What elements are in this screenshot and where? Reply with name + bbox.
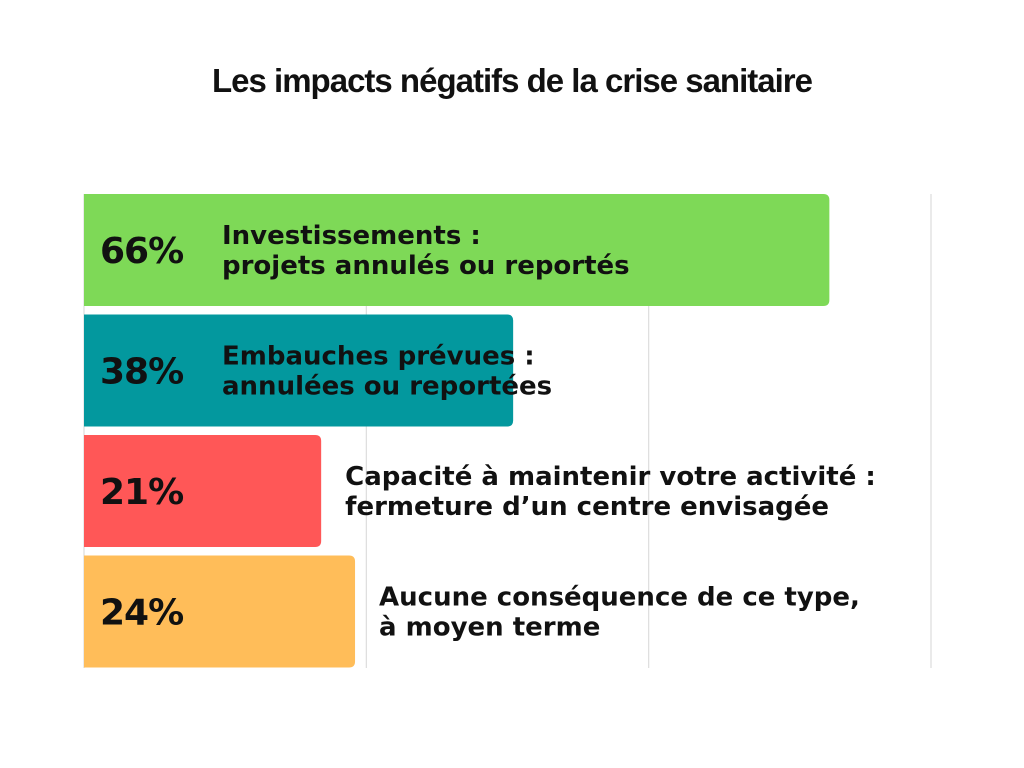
bar-category-label-3: Aucune conséquence de ce type, à moyen te… [379,583,860,643]
bar-2 [84,435,322,547]
bar-value-label-2: 21% [100,472,183,513]
bar-category-label-0-line-0: Investissements : [222,221,481,251]
bar-category-label-0: Investissements : projets annulés ou repo… [222,221,630,281]
bar-category-label-3-line-1: à moyen terme [379,613,600,643]
bar-value-label-0: 66% [100,231,183,272]
bar-3 [84,555,356,668]
bar-category-label-2-line-1: fermeture d’un centre envisagée [345,492,829,522]
bar-category-label-1: Embauches prévues : annulées ou reportées [222,342,552,402]
bar-category-label-2-line-0: Capacité à maintenir votre activité : [345,462,876,492]
bar-category-label-1-line-1: annulées ou reportées [222,372,552,402]
bar-category-label-1-line-0: Embauches prévues : [222,342,535,372]
chart-title: Les impacts négatifs de la crise sanitai… [212,62,813,99]
bar-value-label-3: 24% [100,593,183,634]
bar-1 [84,314,514,427]
bar-value-label-1: 38% [100,352,183,393]
bar-category-label-0-line-1: projets annulés ou reportés [222,251,630,281]
bar-category-label-2: Capacité à maintenir votre activité : fer… [345,462,876,522]
bar-0 [84,194,830,306]
bar-category-label-3-line-0: Aucune conséquence de ce type, [379,583,860,613]
bar-layer: 66% Investissements : projets annulés ou r… [84,194,876,668]
